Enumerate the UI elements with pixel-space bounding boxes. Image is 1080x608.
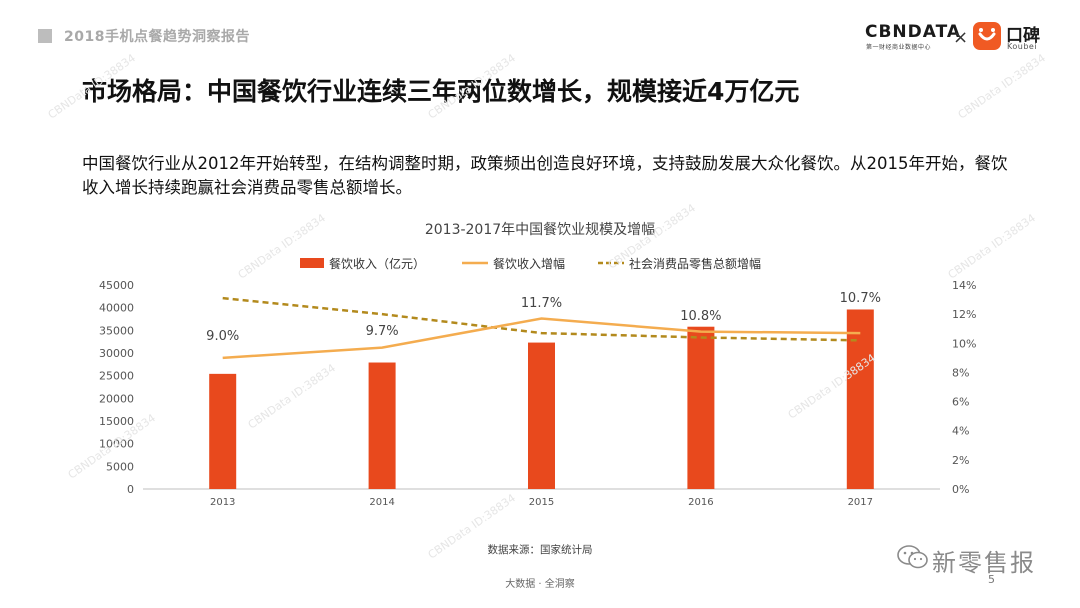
revenue-bar — [368, 362, 396, 489]
legend-label-revenue-growth: 餐饮收入增幅 — [493, 256, 565, 271]
cbndata-logo: CBNDATA — [865, 22, 962, 42]
y-left-tick-label: 30000 — [99, 347, 134, 360]
revenue-bar — [846, 309, 874, 489]
retail-growth-line — [222, 296, 861, 342]
legend-swatch-revenue — [300, 258, 324, 268]
x-tick-label: 2014 — [369, 497, 394, 508]
y-left-tick-label: 40000 — [99, 302, 134, 315]
x-tick-label: 2017 — [848, 497, 873, 508]
y-right-tick-label: 6% — [952, 396, 969, 409]
koubei-logo-subtext: Koubei — [1007, 42, 1038, 51]
header-bar: 2018手机点餐趋势洞察报告 CBNDATA 第一财经商业数据中心 × 口碑 K… — [0, 0, 1080, 60]
wechat-icon — [897, 545, 928, 569]
revenue-growth-data-label: 10.8% — [680, 309, 721, 324]
y-left-tick-label: 20000 — [99, 392, 134, 405]
y-right-tick-label: 8% — [952, 366, 969, 379]
report-title: 2018手机点餐趋势洞察报告 — [64, 29, 250, 45]
y-left-tick-label: 15000 — [99, 415, 134, 428]
intro-paragraph: 中国餐饮行业从2012年开始转型，在结构调整时期，政策频出创造良好环境，支持鼓励… — [82, 154, 1008, 197]
y-right-tick-label: 12% — [952, 308, 976, 321]
x-tick-label: 2013 — [210, 497, 235, 508]
y-right-tick-label: 4% — [952, 425, 969, 438]
revenue-growth-data-label: 9.7% — [366, 324, 399, 339]
y-right-tick-label: 14% — [952, 279, 976, 292]
y-right-tick-label: 10% — [952, 337, 976, 350]
revenue-growth-data-label: 10.7% — [840, 291, 881, 306]
watermark: CBNData ID:38834 — [955, 51, 1048, 122]
x-tick-label: 2016 — [688, 497, 713, 508]
y-left-tick-label: 25000 — [99, 370, 134, 383]
legend-label-revenue: 餐饮收入（亿元） — [329, 256, 425, 271]
page-title: 市场格局：中国餐饮行业连续三年两位数增长，规模接近4万亿元 — [82, 77, 800, 106]
x-tick-label: 2015 — [529, 497, 554, 508]
revenue-bar — [687, 326, 715, 489]
y-left-tick-label: 35000 — [99, 324, 134, 337]
y-right-tick-label: 0% — [952, 483, 969, 496]
y-right-tick-label: 2% — [952, 454, 969, 467]
cbndata-tagline: 第一财经商业数据中心 — [866, 44, 932, 51]
y-left-tick-label: 0 — [127, 483, 134, 496]
brand-separator: × — [953, 27, 969, 48]
revenue-bar — [209, 373, 237, 489]
koubei-logo-text: 口碑 — [1006, 26, 1040, 46]
header-marker — [38, 29, 52, 43]
revenue-growth-data-label: 11.7% — [521, 296, 562, 311]
revenue-bar — [528, 342, 555, 489]
footer-slogan: 大数据 · 全洞察 — [505, 579, 575, 590]
y-left-tick-label: 5000 — [106, 460, 134, 473]
page-number: 5 — [988, 573, 995, 586]
legend-label-retail-growth: 社会消费品零售总额增幅 — [629, 256, 761, 271]
data-source: 数据来源：国家统计局 — [487, 544, 593, 556]
y-left-tick-label: 45000 — [99, 279, 134, 292]
y-left-tick-label: 10000 — [99, 438, 134, 451]
revenue-growth-line — [222, 317, 861, 360]
wechat-account-name: 新零售报 — [932, 549, 1036, 577]
chart-title: 2013-2017年中国餐饮业规模及增幅 — [425, 222, 655, 238]
koubei-logo-icon — [973, 22, 1001, 50]
revenue-growth-data-label: 9.0% — [206, 329, 239, 344]
